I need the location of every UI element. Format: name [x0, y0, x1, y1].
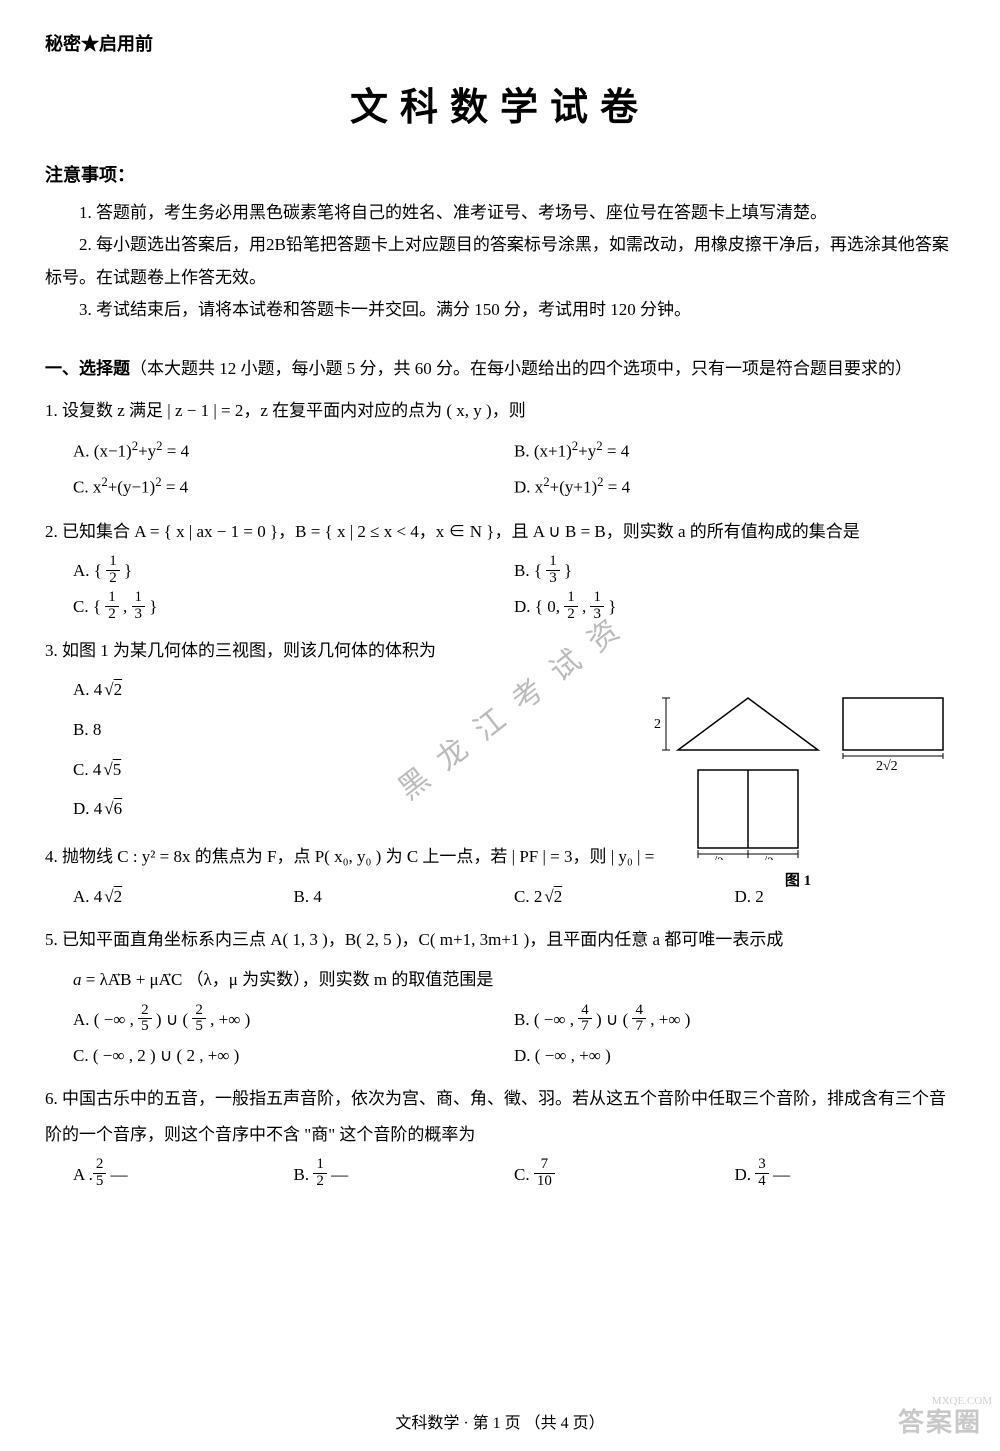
section-heading-bold: 一、选择题 [45, 359, 130, 378]
confidential-mark: 秘密★启用前 [45, 30, 955, 56]
svg-text:2√2: 2√2 [876, 759, 898, 774]
q2-choice-b: B. { 13 } [514, 553, 955, 589]
question-5: 5. 已知平面直角坐标系内三点 A( 1, 3 )，B( 2, 5 )，C( m… [45, 922, 955, 1073]
q1-choice-b: B. (x+1)2+y2 = 4 [514, 433, 955, 469]
page-title: 文科数学试卷 [45, 76, 955, 131]
figure-1-caption: 图 1 [648, 869, 948, 890]
q6-choice-d: D. 34 — [735, 1157, 956, 1193]
svg-text:2: 2 [654, 717, 661, 732]
q4-choice-b: B. 4 [294, 879, 515, 915]
three-view-diagram-icon: 2 2√2 √2 √2 [648, 690, 948, 860]
q5-choice-c: C. ( −∞ , 2 ) ∪ ( 2 , +∞ ) [73, 1038, 514, 1074]
q1-stem: 1. 设复数 z 满足 | z − 1 | = 2，z 在复平面内对应的点为 (… [45, 393, 955, 429]
q4-choice-a: A. 42 [73, 879, 294, 915]
q6-choice-a: A .25 — [73, 1157, 294, 1193]
q2-choice-a: A. { 12 } [73, 553, 514, 589]
section-heading-rest: （本大题共 12 小题，每小题 5 分，共 60 分。在每小题给出的四个选项中，… [130, 359, 912, 378]
q1-choice-c: C. x2+(y−1)2 = 4 [73, 469, 514, 505]
q2-choice-d: D. { 0, 12 , 13 } [514, 589, 955, 625]
notice-item: 1. 答题前，考生务必用黑色碳素笔将自己的姓名、准考证号、考场号、座位号在答题卡… [45, 197, 955, 229]
page-footer: 文科数学 · 第 1 页 （共 4 页） [0, 1409, 1000, 1433]
notice-item: 3. 考试结束后，请将本试卷和答题卡一并交回。满分 150 分，考试用时 120… [45, 294, 955, 326]
q5-stem-1: 5. 已知平面直角坐标系内三点 A( 1, 3 )，B( 2, 5 )，C( m… [45, 922, 955, 958]
q5-choice-d: D. ( −∞ , +∞ ) [514, 1038, 955, 1074]
question-6: 6. 中国古乐中的五音，一般指五声音阶，依次为宫、商、角、徵、羽。若从这五个音阶… [45, 1081, 955, 1192]
figure-1: 2 2√2 √2 √2 图 1 [648, 690, 948, 890]
q2-stem: 2. 已知集合 A = { x | ax − 1 = 0 }，B = { x |… [45, 514, 955, 550]
q6-stem: 6. 中国古乐中的五音，一般指五声音阶，依次为宫、商、角、徵、羽。若从这五个音阶… [45, 1081, 955, 1152]
q2-choice-c: C. { 12 , 13 } [73, 589, 514, 625]
q3-stem: 3. 如图 1 为某几何体的三视图，则该几何体的体积为 [45, 633, 955, 669]
svg-text:√2: √2 [710, 854, 724, 860]
q5-choice-a: A. ( −∞ , 25 ) ∪ ( 25 , +∞ ) [73, 1002, 514, 1038]
q5-stem-2: a = λAB + μAC （λ，μ 为实数），则实数 m 的取值范围是 [73, 962, 955, 998]
q6-choice-b: B. 12 — [294, 1157, 515, 1193]
q1-choice-d: D. x2+(y+1)2 = 4 [514, 469, 955, 505]
q6-choice-c: C. 710 [514, 1157, 735, 1193]
notice-heading: 注意事项： [45, 161, 955, 187]
svg-text:√2: √2 [760, 854, 774, 860]
section-heading: 一、选择题（本大题共 12 小题，每小题 5 分，共 60 分。在每小题给出的四… [45, 354, 955, 379]
notice-item: 2. 每小题选出答案后，用2B铅笔把答题卡上对应题目的答案标号涂黑，如需改动，用… [45, 229, 955, 294]
q5-choice-b: B. ( −∞ , 47 ) ∪ ( 47 , +∞ ) [514, 1002, 955, 1038]
question-1: 1. 设复数 z 满足 | z − 1 | = 2，z 在复平面内对应的点为 (… [45, 393, 955, 505]
q1-choice-a: A. (x−1)2+y2 = 4 [73, 433, 514, 469]
question-2: 2. 已知集合 A = { x | ax − 1 = 0 }，B = { x |… [45, 514, 955, 625]
